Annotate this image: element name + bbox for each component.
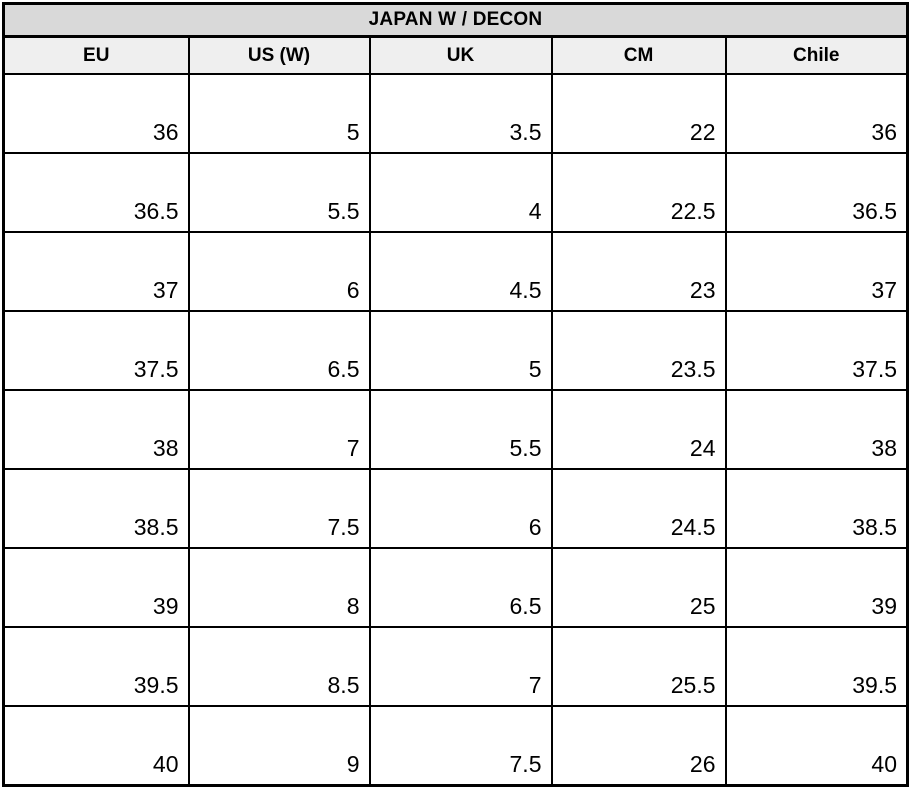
table-cell: 9 [187,705,371,787]
column-header-uk: UK [368,35,553,75]
table-cell: 23.5 [550,310,727,391]
table-cell: 7 [368,626,553,707]
table-cell: 25.5 [550,626,727,707]
table-cell: 40 [724,705,909,787]
table-row: 38.5 7.5 6 24.5 38.5 [2,468,909,549]
table-cell: 38 [724,389,909,470]
table-cell: 39.5 [2,626,190,707]
table-row: 36.5 5.5 4 22.5 36.5 [2,152,909,233]
table-cell: 36.5 [724,152,909,233]
table-cell: 7 [187,389,371,470]
table-cell: 36 [724,73,909,154]
table-cell: 37 [2,231,190,312]
table-body: 36 5 3.5 22 36 36.5 5.5 4 22.5 36.5 37 6 4.5 23 37 37.5… [2,73,909,787]
table-cell: 39.5 [724,626,909,707]
table-cell: 39 [2,547,190,628]
table-cell: 36 [2,73,190,154]
table-cell: 22.5 [550,152,727,233]
table-cell: 5 [368,310,553,391]
table-cell: 7.5 [187,468,371,549]
table-cell: 25 [550,547,727,628]
table-cell: 26 [550,705,727,787]
table-cell: 24.5 [550,468,727,549]
table-cell: 24 [550,389,727,470]
table-cell: 6.5 [187,310,371,391]
table-cell: 6 [368,468,553,549]
table-cell: 6.5 [368,547,553,628]
column-header-cm: CM [550,35,727,75]
table-cell: 37 [724,231,909,312]
table-cell: 5 [187,73,371,154]
table-row: 37 6 4.5 23 37 [2,231,909,312]
table-cell: 38.5 [2,468,190,549]
table-row: 36 5 3.5 22 36 [2,73,909,154]
table-cell: 5.5 [187,152,371,233]
table-title: JAPAN W / DECON [2,2,909,38]
table-cell: 5.5 [368,389,553,470]
table-cell: 8 [187,547,371,628]
table-cell: 40 [2,705,190,787]
table-cell: 39 [724,547,909,628]
table-cell: 8.5 [187,626,371,707]
table-cell: 38.5 [724,468,909,549]
column-header-us-w: US (W) [187,35,371,75]
table-cell: 4 [368,152,553,233]
table-row: 39 8 6.5 25 39 [2,547,909,628]
column-header-eu: EU [2,35,190,75]
table-cell: 23 [550,231,727,312]
table-row: 40 9 7.5 26 40 [2,705,909,787]
table-cell: 6 [187,231,371,312]
table-cell: 7.5 [368,705,553,787]
table-cell: 22 [550,73,727,154]
table-cell: 3.5 [368,73,553,154]
table-row: 37.5 6.5 5 23.5 37.5 [2,310,909,391]
table-row: 39.5 8.5 7 25.5 39.5 [2,626,909,707]
table-cell: 4.5 [368,231,553,312]
column-header-chile: Chile [724,35,909,75]
table-cell: 37.5 [2,310,190,391]
table-cell: 38 [2,389,190,470]
table-cell: 36.5 [2,152,190,233]
table-row: 38 7 5.5 24 38 [2,389,909,470]
table-title-row: JAPAN W / DECON [2,2,909,38]
table-header-row: EU US (W) UK CM Chile [2,35,909,75]
table-cell: 37.5 [724,310,909,391]
